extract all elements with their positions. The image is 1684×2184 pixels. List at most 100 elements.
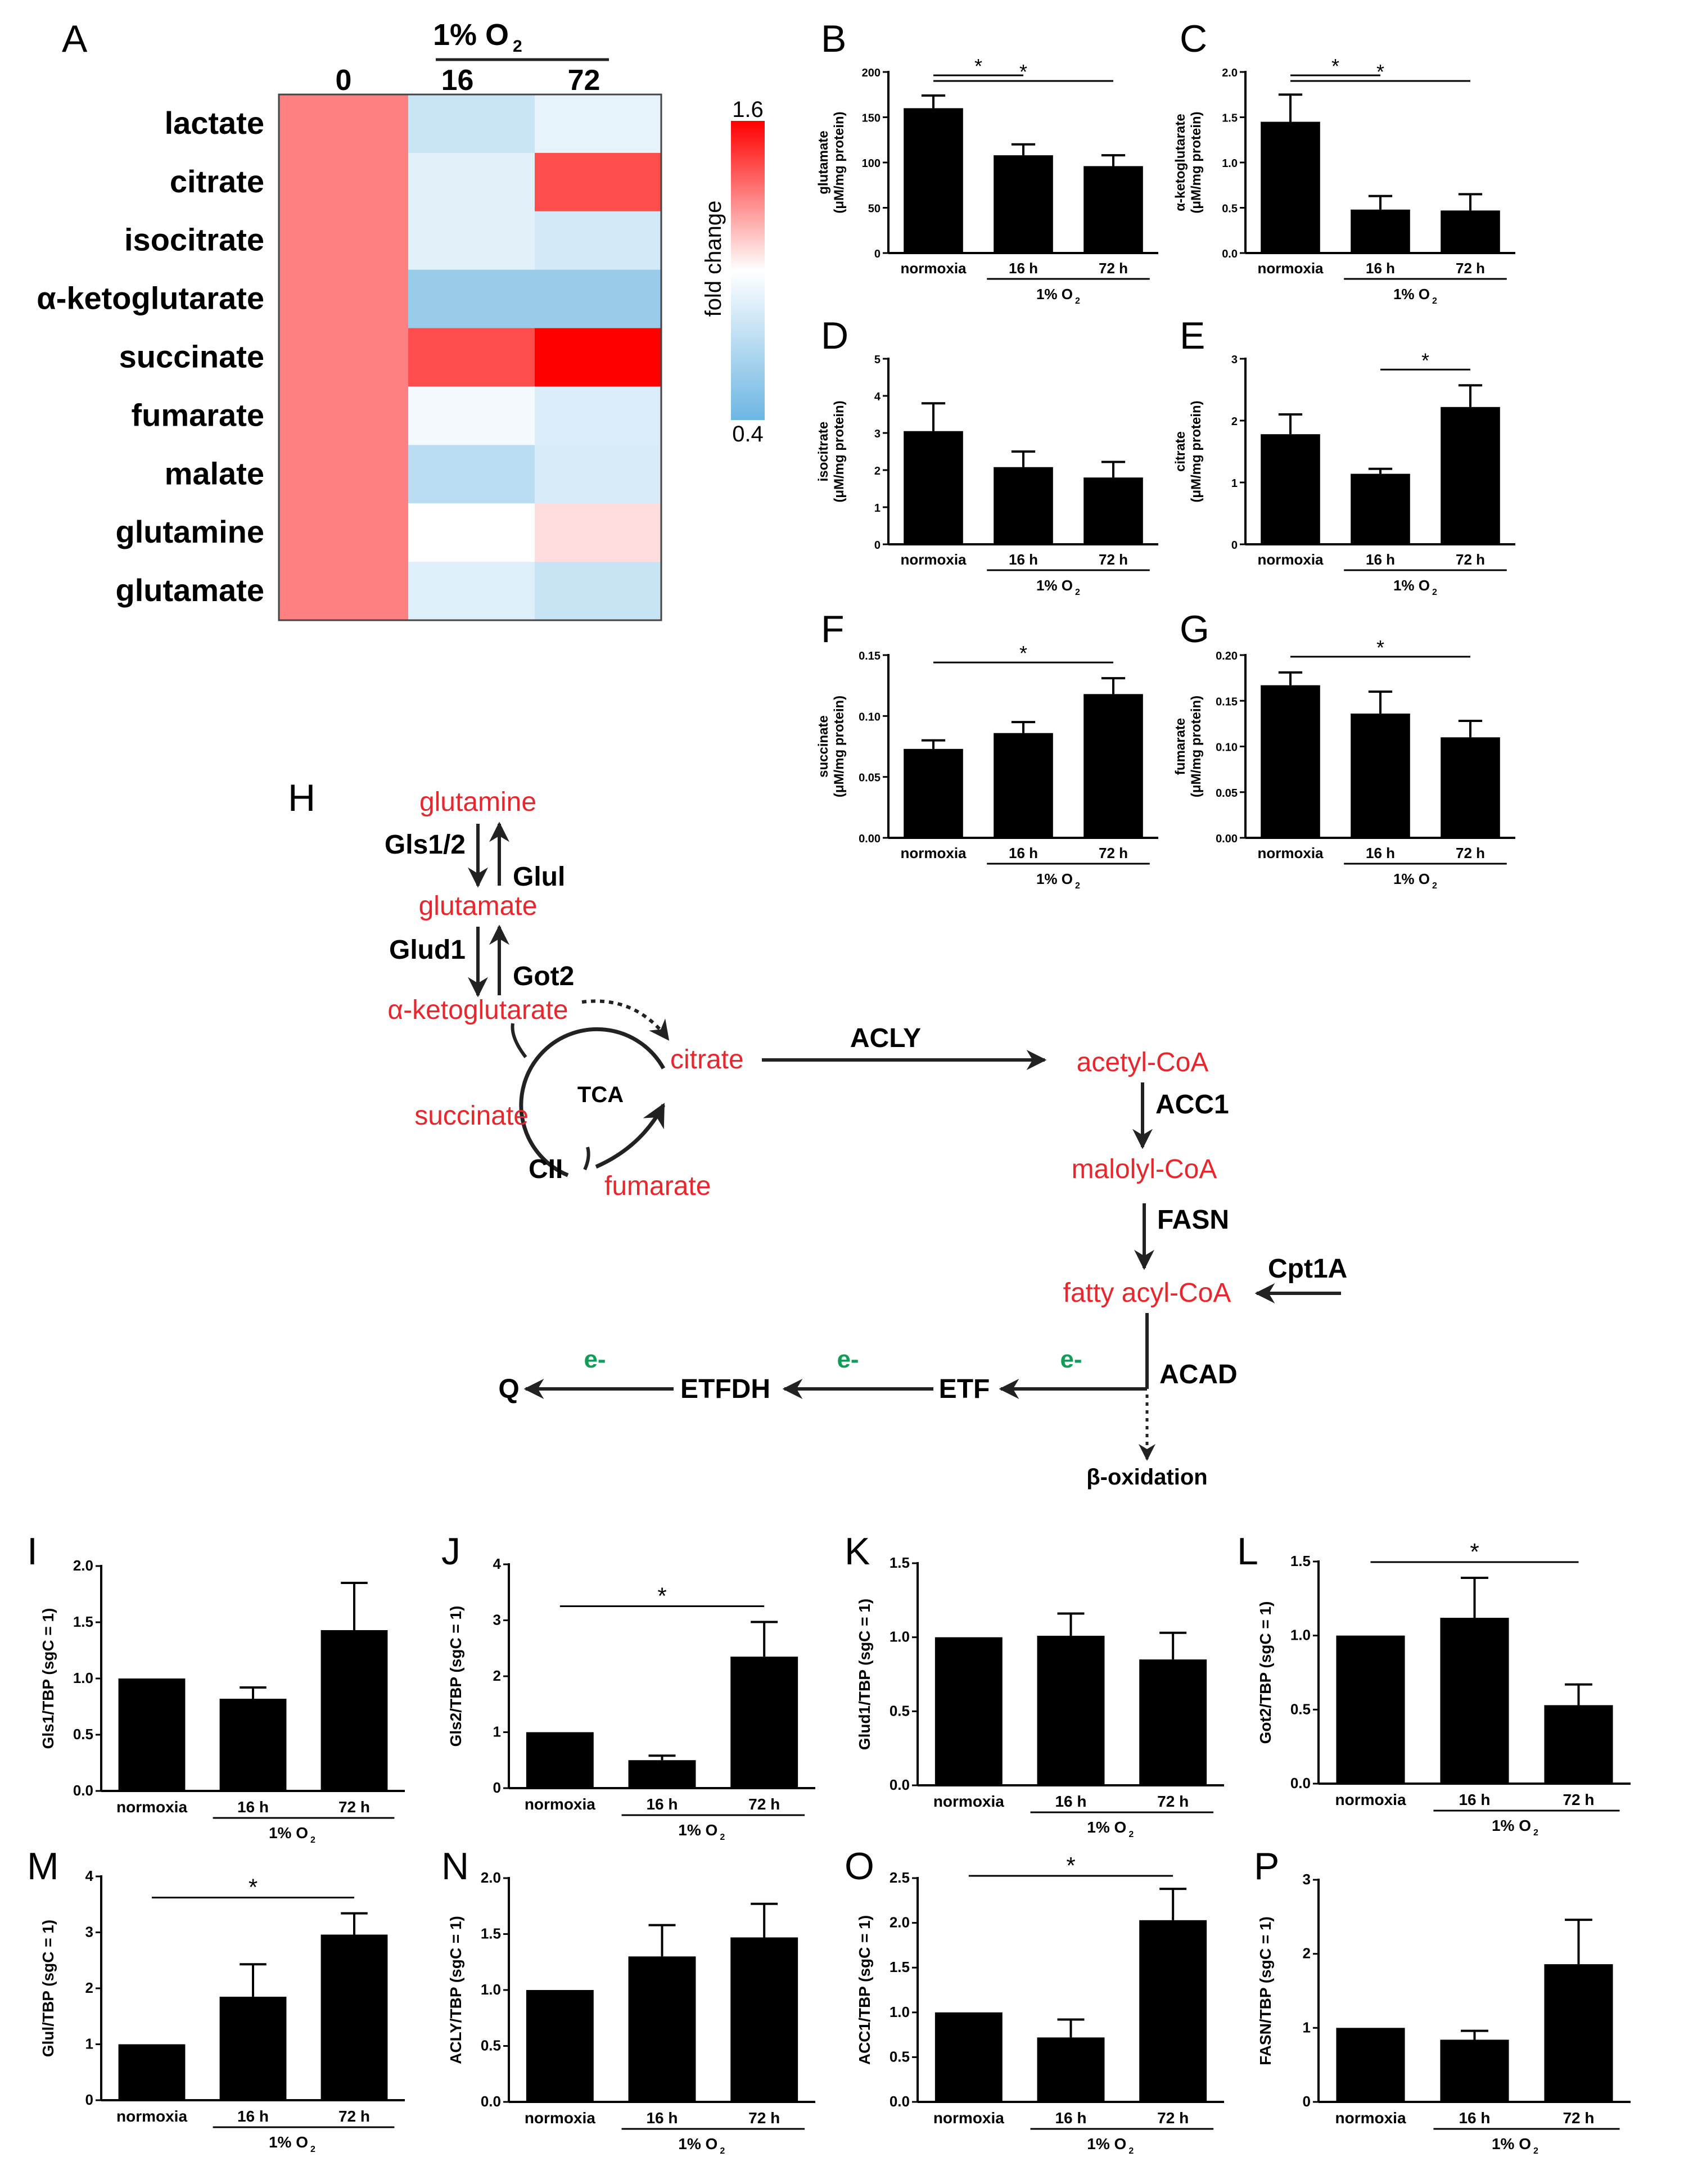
y-tick-label: 1.5 <box>890 1959 910 1975</box>
panel-letter-f: F <box>821 608 845 651</box>
y-axis-label: Gls1/TBP (sgC = 1) <box>39 1608 57 1749</box>
cii-tick <box>583 1147 590 1171</box>
heatmap-row-label: citrate <box>170 164 264 199</box>
significance-star: * <box>657 1582 666 1609</box>
group-label: 1% O <box>1492 1817 1531 1834</box>
colorbar-max: 1.6 <box>732 97 764 122</box>
group-label-sub: 2 <box>1533 2146 1538 2156</box>
y-tick-label: 1.0 <box>1290 1627 1311 1644</box>
pathway-diagram: H glutamine Gls1/2 Glul glutamate Glud1 … <box>288 777 1347 1490</box>
heatmap-row-label: glutamate <box>116 572 265 608</box>
panel-letter-h: H <box>288 777 315 819</box>
tca-tail <box>511 1023 527 1058</box>
heatmap-header-group: 1% O <box>433 18 509 52</box>
bar <box>1351 209 1410 253</box>
group-label-sub: 2 <box>1128 2146 1134 2156</box>
y-tick-label: 0.00 <box>859 833 881 845</box>
group-label: 1% O <box>1393 577 1430 594</box>
y-tick-label: 1 <box>493 1723 501 1740</box>
metabolite-fumarate: fumarate <box>604 1171 711 1201</box>
bar-chart-p: P 0 1 2 3 FASN/TBP (sgC = 1) normoxia 16 h 72 h 1… <box>1254 1845 1631 2156</box>
heatmap-row-label: succinate <box>119 339 264 374</box>
y-tick-label: 0.15 <box>859 650 881 662</box>
y-axis-label-units: (μM/mg protein) <box>832 111 847 213</box>
x-tick-label: normoxia <box>116 1798 187 1816</box>
heatmap-row-labels: lactate citrate isocitrate α-ketoglutarate s… <box>37 105 264 608</box>
heatmap-cell <box>408 94 535 154</box>
label-q: Q <box>498 1374 519 1404</box>
y-tick-label: 1.0 <box>1222 157 1238 170</box>
bar-chart-o: O 0.0 0.5 1.0 1.5 2.0 2.5 ACC1/TBP (sgC = 1) nor… <box>845 1845 1224 2156</box>
heatmap-cell <box>408 152 535 212</box>
y-tick-label: 3 <box>493 1612 501 1628</box>
heatmap-panel: A 1% O 2 0 16 72 lactate citrate isocitrate α… <box>37 17 765 621</box>
significance-star: * <box>1470 1538 1479 1565</box>
x-tick-label: 16 h <box>1055 1793 1086 1810</box>
y-tick-label: 1 <box>1303 2019 1311 2036</box>
x-tick-label: 72 h <box>1563 2109 1594 2127</box>
group-label-sub: 2 <box>720 1833 725 1842</box>
colorbar-label: fold change <box>701 201 726 317</box>
bar <box>1440 2039 1509 2102</box>
heatmap-border <box>278 93 662 621</box>
bar <box>904 431 963 544</box>
panel-letter-k: K <box>845 1530 870 1573</box>
heatmap-row-label: glutamine <box>116 514 264 549</box>
y-tick-label: 0.5 <box>73 1726 93 1743</box>
protein-etf: ETF <box>939 1374 990 1404</box>
bar-chart-g: G 0.00 0.05 0.10 0.15 0.20 fumarate (μM/mg prot… <box>1173 608 1515 891</box>
group-label: 1% O <box>678 2135 717 2153</box>
enzyme-acc1: ACC1 <box>1155 1090 1229 1120</box>
group-label-sub: 2 <box>1075 296 1080 306</box>
group-label: 1% O <box>269 1824 308 1842</box>
bar <box>994 467 1053 544</box>
bar <box>219 1699 287 1791</box>
bar <box>1139 1920 1207 2102</box>
bar <box>994 733 1053 838</box>
y-axis-label: α-ketoglutarate <box>1173 114 1188 211</box>
bar <box>1441 210 1500 253</box>
y-tick-label: 100 <box>862 157 881 170</box>
panel-letter-o: O <box>845 1845 874 1888</box>
bar-chart-b: B 0 50 100 150 200 glutamate (μM/mg protein) nor… <box>816 17 1158 306</box>
bar <box>904 748 963 838</box>
enzyme-got2: Got2 <box>513 962 574 991</box>
y-axis-label: fumarate <box>1173 718 1188 775</box>
x-tick-label: 72 h <box>1157 1793 1189 1810</box>
y-tick-label: 2.5 <box>890 1869 910 1886</box>
heatmap-cell <box>408 269 535 329</box>
bar-chart-i: I 0.0 0.5 1.0 1.5 2.0 Gls1/TBP (sgC = 1) normox… <box>27 1530 405 1845</box>
y-tick-label: 0.0 <box>1290 1775 1311 1792</box>
heatmap-cell <box>408 503 535 562</box>
bar-chart-k: K 0.0 0.5 1.0 1.5 Glud1/TBP (sgC = 1) normoxia… <box>845 1530 1224 1839</box>
x-tick-label: normoxia <box>900 260 967 277</box>
significance-star: * <box>1019 60 1027 83</box>
heatmap-cell <box>535 386 662 445</box>
protein-etfdh: ETFDH <box>680 1374 770 1404</box>
electron-label-1: e- <box>1060 1346 1082 1373</box>
bar <box>1544 1964 1613 2102</box>
panel-letter-e: E <box>1180 314 1205 357</box>
bar <box>934 1637 1003 1785</box>
y-axis-label-units: (μM/mg protein) <box>1189 696 1204 797</box>
panel-letter-j: J <box>441 1530 460 1573</box>
y-tick-label: 0.00 <box>1216 833 1238 845</box>
y-tick-label: 2.0 <box>1222 67 1238 79</box>
heatmap-cell <box>535 152 662 212</box>
enzyme-glul: Glul <box>513 862 565 892</box>
metabolite-glutamate: glutamate <box>419 891 538 921</box>
metabolite-akg: α-ketoglutarate <box>387 995 568 1025</box>
x-tick-label: 16 h <box>1366 845 1395 861</box>
y-tick-label: 0.10 <box>1216 742 1238 754</box>
heatmap-cell <box>535 328 662 387</box>
x-tick-label: normoxia <box>933 2109 1004 2127</box>
heatmap-row-label: malate <box>165 455 264 491</box>
panel-letter-i: I <box>27 1530 38 1573</box>
enzyme-gls: Gls1/2 <box>385 830 466 860</box>
y-tick-label: 50 <box>868 203 881 215</box>
y-tick-label: 1.0 <box>890 1628 910 1645</box>
panel-letter-g: G <box>1180 608 1209 651</box>
colorbar-min: 0.4 <box>732 422 764 446</box>
group-label: 1% O <box>1087 1819 1126 1836</box>
y-tick-label: 0 <box>493 1779 501 1796</box>
